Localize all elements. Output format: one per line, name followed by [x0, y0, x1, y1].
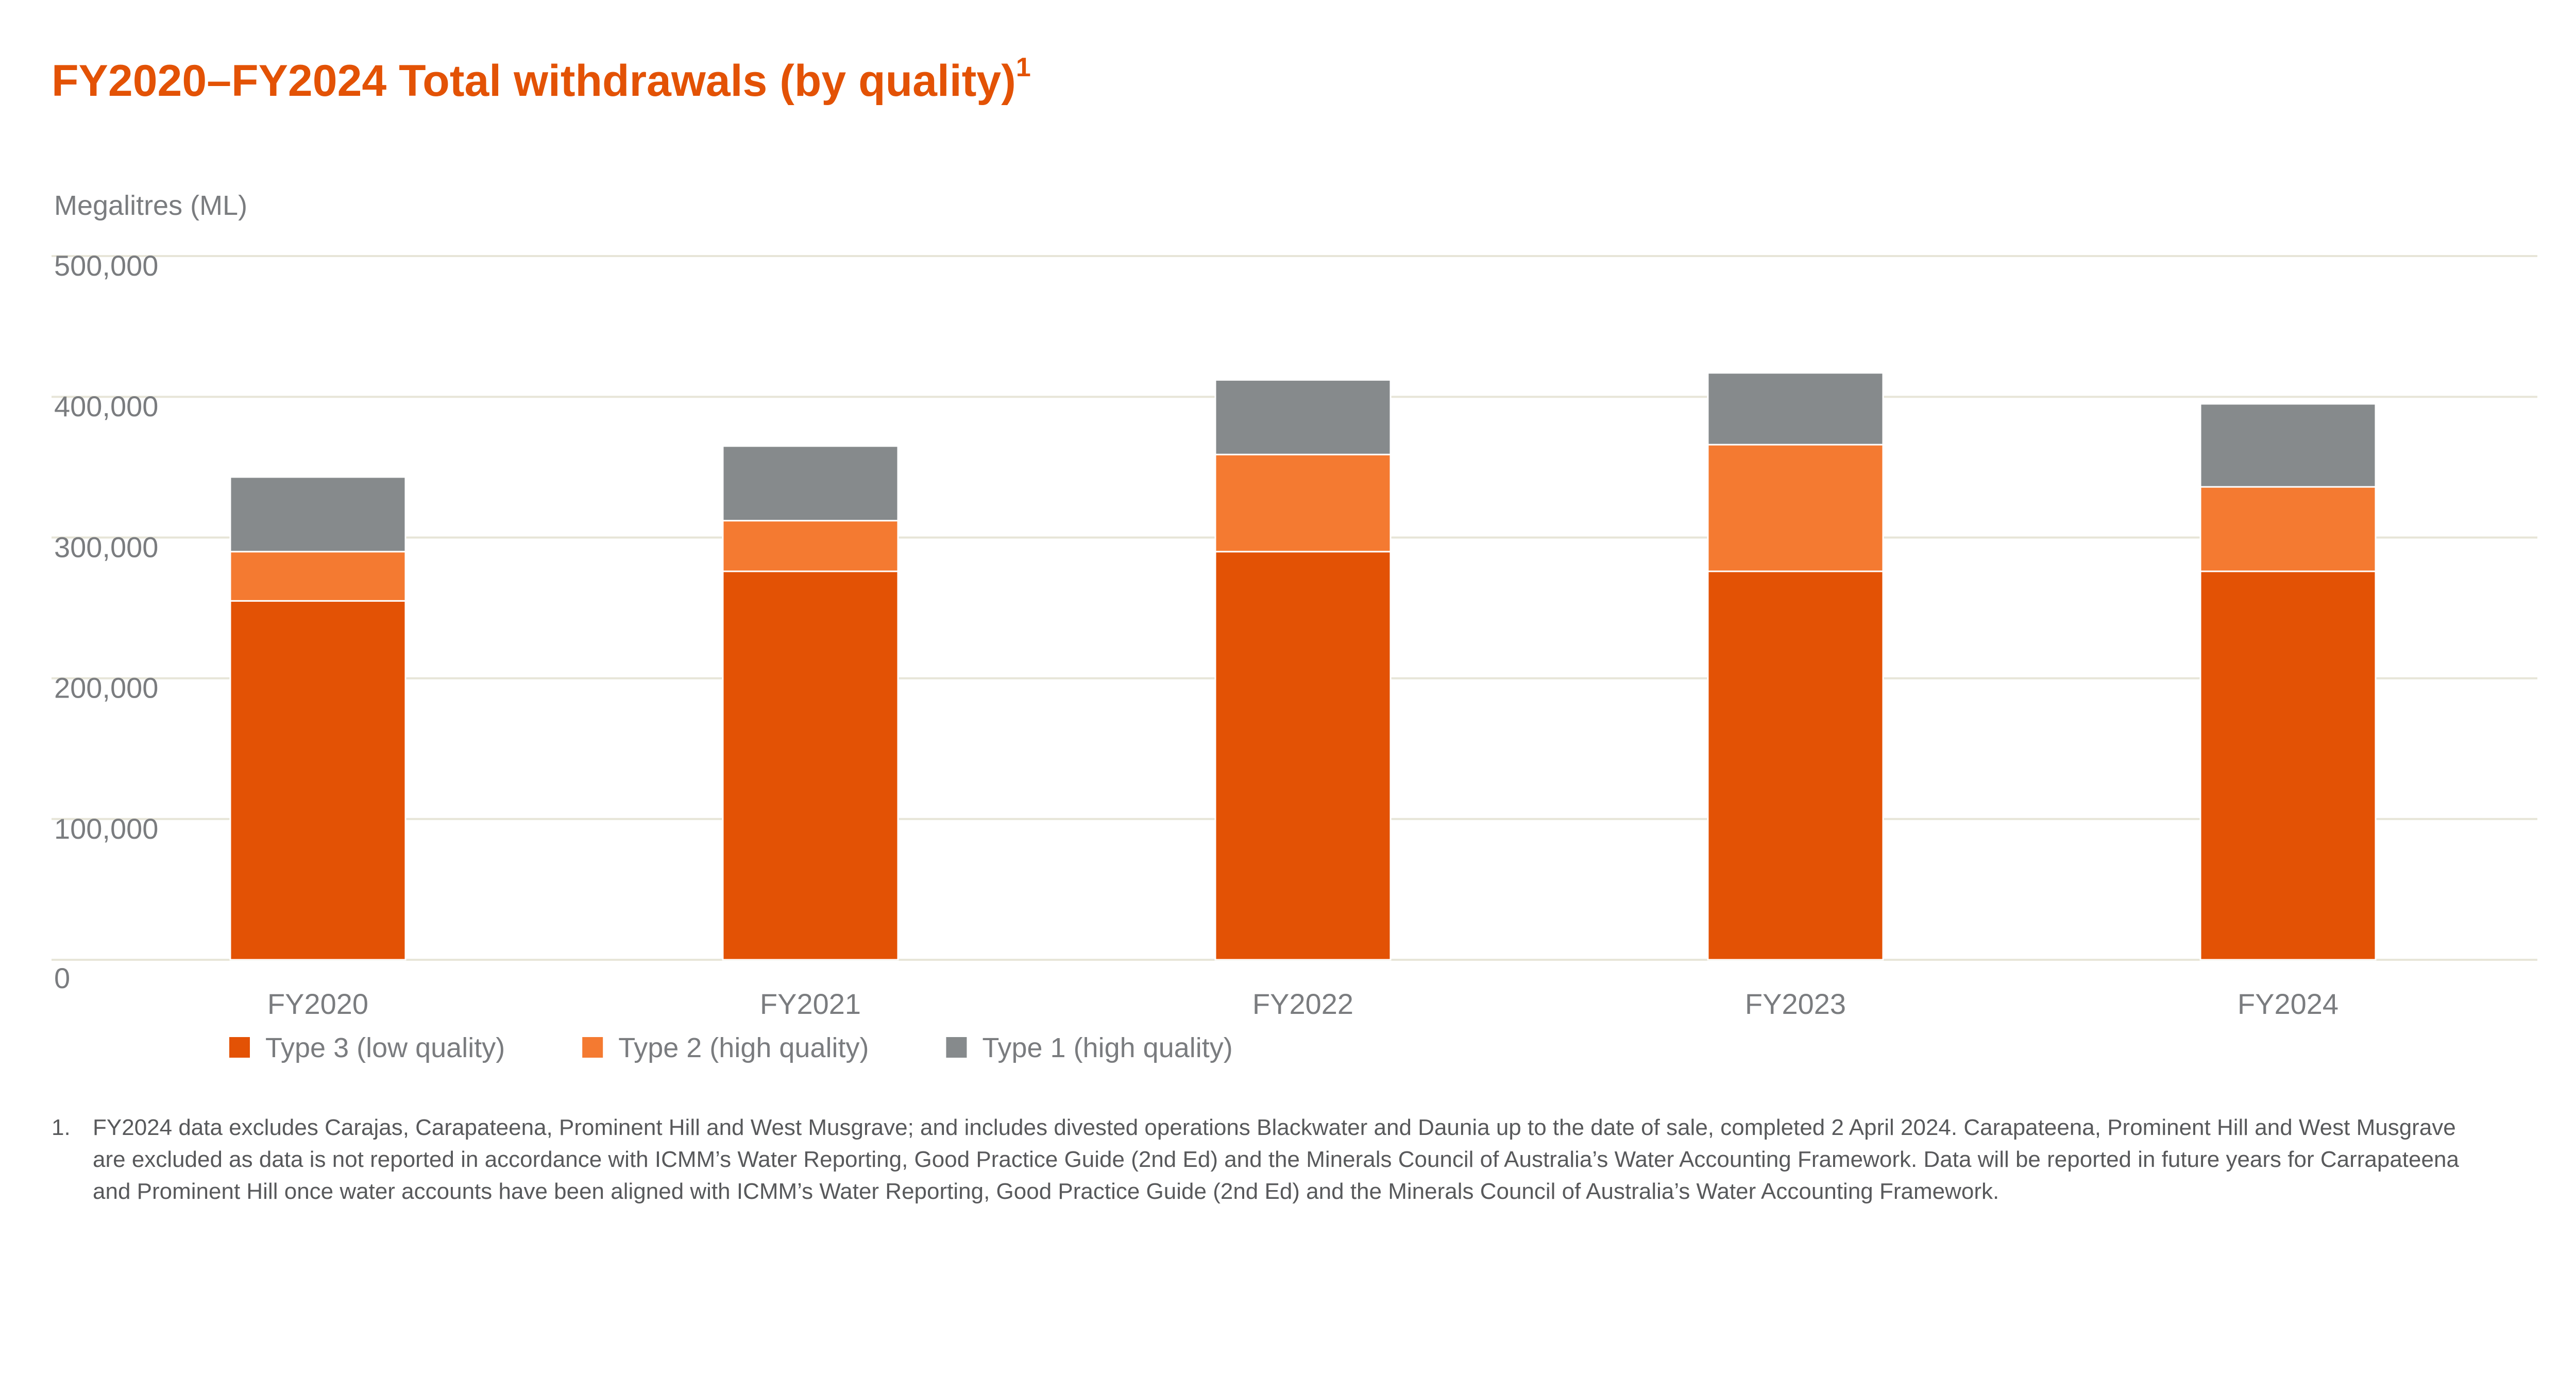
- y-tick-label: 200,000: [54, 672, 158, 704]
- bars: [229, 372, 2377, 961]
- bar-segment: [722, 570, 899, 961]
- legend: Type 3 (low quality) Type 2 (high quality…: [229, 1032, 1233, 1063]
- legend-swatch: [229, 1037, 250, 1058]
- x-tick-label: FY2020: [267, 988, 368, 1020]
- bar-segment: [2199, 570, 2377, 961]
- bar-segment: [2199, 403, 2377, 488]
- y-tick-label: 100,000: [54, 812, 158, 845]
- bar-segment: [722, 445, 899, 522]
- y-tick-label: 500,000: [54, 249, 158, 282]
- footnote-marker: 1: [1015, 53, 1031, 83]
- bar-segment: [1707, 372, 1884, 446]
- legend-swatch: [946, 1037, 967, 1058]
- chart-title: FY2020–FY2024 Total withdrawals (by qual…: [52, 53, 1031, 107]
- bar-segment: [229, 551, 406, 602]
- bar-segment: [722, 520, 899, 572]
- bar-segment: [229, 476, 406, 553]
- y-tick-label: 400,000: [54, 390, 158, 422]
- y-tick-label: 0: [54, 962, 70, 994]
- x-tick-label: FY2021: [760, 988, 861, 1020]
- footnote-text: FY2024 data excludes Carajas, Carapateen…: [93, 1115, 2459, 1204]
- legend-label: Type 3 (low quality): [265, 1032, 505, 1063]
- x-tick-label: FY2024: [2238, 988, 2338, 1020]
- x-tick-label: FY2022: [1252, 988, 1353, 1020]
- legend-swatch: [582, 1037, 603, 1058]
- bar-segment: [1707, 444, 1884, 572]
- bar-segment: [1214, 379, 1392, 455]
- bar-segment: [1707, 570, 1884, 961]
- stacked-bar-chart: Megalitres (ML) 0 100,000 200,000 300,000 400…: [52, 190, 2537, 1063]
- bar-segment: [1214, 453, 1392, 553]
- y-axis-title: Megalitres (ML): [54, 190, 247, 221]
- legend-label: Type 1 (high quality): [982, 1032, 1232, 1063]
- legend-label: Type 2 (high quality): [618, 1032, 869, 1063]
- chart-title-text: FY2020–FY2024 Total withdrawals (by qual…: [52, 56, 1016, 106]
- bar-segment: [229, 600, 406, 961]
- axes: Megalitres (ML) 0 100,000 200,000 300,000 400…: [54, 190, 2338, 1020]
- footnote-number: 1.: [52, 1115, 71, 1140]
- x-tick-label: FY2023: [1745, 988, 1846, 1020]
- bar-segment: [2199, 486, 2377, 572]
- y-tick-label: 300,000: [54, 531, 158, 563]
- footnote: 1. FY2024 data excludes Carajas, Carapat…: [52, 1112, 2473, 1208]
- bar-segment: [1214, 551, 1392, 961]
